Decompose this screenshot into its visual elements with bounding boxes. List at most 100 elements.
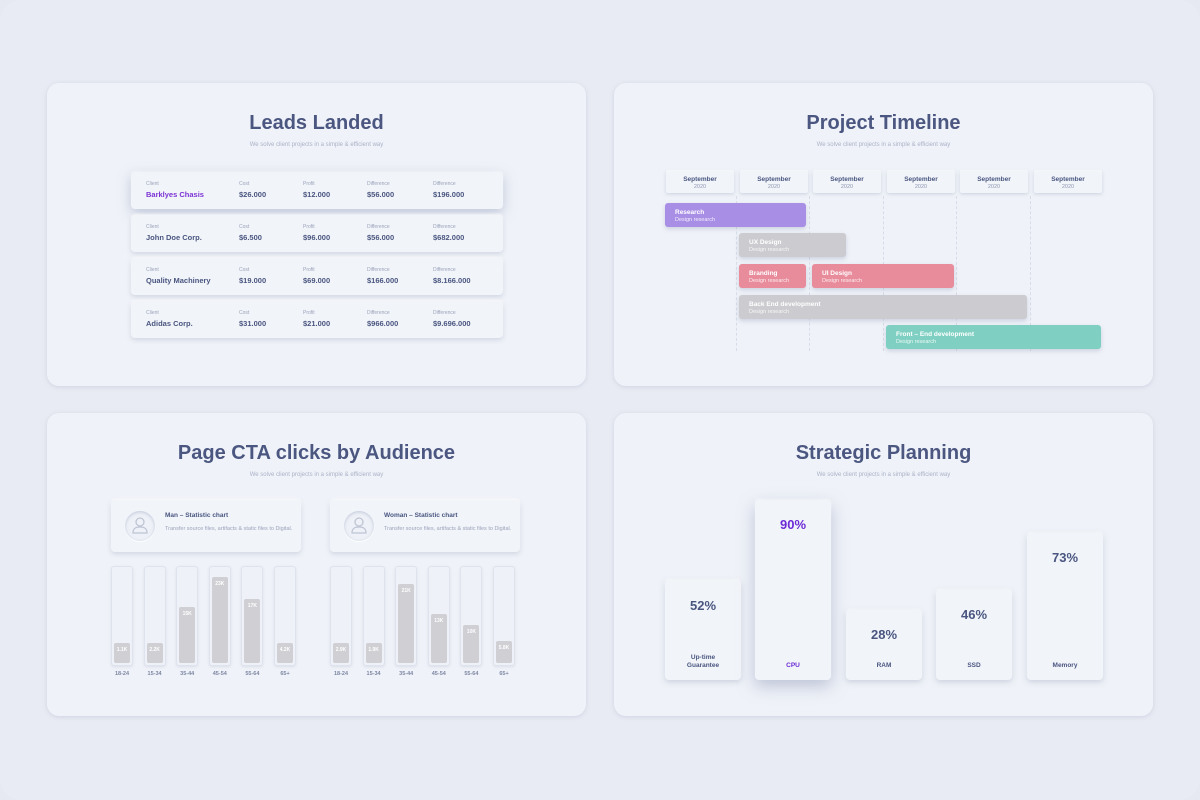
bar-value-label: 4.2K [279, 647, 291, 653]
cell-label: Difference [433, 310, 456, 316]
bar-fill[interactable]: 1.9K [365, 643, 382, 663]
avatar [125, 511, 155, 541]
bar-value-label: 13K [434, 618, 444, 624]
strategic-subtitle: We solve client projects in a simple & e… [816, 472, 951, 478]
bar-track: 2.9K [330, 566, 352, 666]
bar-fill[interactable]: 4.2K [277, 643, 293, 663]
task-title: Back End development [749, 301, 821, 308]
bar-fill[interactable]: 2.2K [146, 643, 163, 663]
bar-value-label: 15K [182, 611, 192, 617]
task-subtitle: Design research [675, 217, 716, 223]
metric-card-ssd[interactable]: 46% SSD [936, 590, 1012, 680]
month-label: September [757, 176, 791, 183]
timeline-column-header: September 2020 [740, 171, 808, 193]
age-tick-label: 55-64 [464, 671, 479, 677]
timeline-gridline [809, 196, 810, 351]
task-subtitle: Design research [749, 278, 790, 284]
cta-title: Page CTA clicks by Audience [177, 442, 456, 464]
user-icon [351, 517, 367, 534]
cell-label: Difference [367, 224, 390, 230]
task-bar-ui-design[interactable]: UI Design Design research [812, 264, 954, 288]
bar-track: 2.2K [143, 566, 166, 666]
woman-chart-card: Woman – Statistic chart Transfer source … [330, 500, 520, 552]
timeline-column-header: September 2020 [887, 171, 955, 193]
cost-value: $31.000 [239, 319, 267, 328]
timeline-gridline [1030, 196, 1031, 351]
cell-label: Cost [239, 181, 250, 187]
metric-value: 28% [870, 627, 898, 642]
age-tick-label: 65+ [280, 671, 290, 677]
metric-card-uptime[interactable]: 52% Up-time Guarantee [665, 580, 741, 680]
bar-track: 1.9K [362, 566, 385, 666]
task-bar-branding[interactable]: Branding Design research [739, 264, 806, 288]
cell-label: Client [146, 267, 159, 273]
cell-label: Profit [303, 181, 315, 187]
cell-label: Cost [239, 310, 250, 316]
leads-card: Leads Landed We solve client projects in… [47, 83, 586, 386]
task-bar-ux-design[interactable]: UX Design Design research [739, 233, 846, 257]
difference-value: $682.000 [433, 233, 465, 242]
cell-label: Difference [433, 181, 456, 187]
bar-value-label: 5.8K [498, 645, 510, 651]
bar-track: 21K [395, 566, 418, 666]
timeline-column-header: September 2020 [1034, 171, 1102, 193]
bar-fill[interactable]: 17K [244, 599, 261, 663]
age-tick-label: 35-44 [399, 671, 414, 677]
year-label: 2020 [987, 184, 1001, 190]
bar-fill[interactable]: 15K [179, 607, 196, 663]
year-label: 2020 [693, 184, 707, 190]
task-title: Research [675, 209, 705, 216]
bar-track: 5.8K [493, 566, 515, 666]
profit-value: $21.000 [303, 319, 331, 328]
bar-value-label: 1.9K [368, 647, 379, 653]
bar-fill[interactable]: 1.1K [114, 643, 130, 663]
metric-label: CPU [786, 662, 800, 669]
metric-card-memory[interactable]: 73% Memory [1027, 533, 1103, 680]
age-tick-label: 15-34 [366, 671, 381, 677]
bar-value-label: 21K [401, 588, 411, 594]
bar-fill[interactable]: 10K [463, 625, 480, 663]
cell-label: Difference [433, 224, 456, 230]
age-tick-label: 55-64 [245, 671, 260, 677]
strategic-title: Strategic Planning [795, 442, 972, 464]
lead-row[interactable]: Client John Doe Corp. Cost $6.500 Profit $9… [131, 215, 503, 252]
metric-value: 73% [1051, 550, 1079, 565]
bar-fill[interactable]: 5.8K [496, 641, 512, 663]
bar-value-label: 23K [215, 581, 225, 587]
leads-title: Leads Landed [249, 112, 384, 134]
task-title: UI Design [822, 270, 852, 277]
metric-card-cpu[interactable]: 90% CPU [755, 500, 831, 680]
client-name: John Doe Corp. [146, 233, 202, 242]
metric-label: RAM [876, 662, 892, 669]
task-subtitle: Design research [749, 247, 790, 253]
metric-value: 46% [960, 607, 988, 622]
bar-fill[interactable]: 13K [430, 614, 447, 663]
bar-value-label: 2.9K [335, 647, 347, 653]
bar-fill[interactable]: 2.9K [333, 643, 349, 663]
task-bar-front-end[interactable]: Front – End development Design research [886, 325, 1101, 349]
metric-card-ram[interactable]: 28% RAM [846, 610, 922, 680]
task-bar-research[interactable]: Research Design research [665, 203, 806, 227]
lead-row[interactable]: Client Quality Machinery Cost $19.000 Prof… [131, 258, 503, 295]
lead-row[interactable]: Client Adidas Corp. Cost $31.000 Profit $21… [131, 301, 503, 338]
year-label: 2020 [914, 184, 928, 190]
cell-label: Cost [239, 224, 250, 230]
month-label: September [977, 176, 1011, 183]
age-tick-label: 65+ [499, 671, 509, 677]
year-label: 2020 [1061, 184, 1075, 190]
bar-value-label: 2.2K [149, 647, 160, 653]
difference-value: $196.000 [433, 190, 465, 199]
task-bar-back-end[interactable]: Back End development Design research [739, 295, 1027, 319]
bar-fill[interactable]: 21K [398, 584, 415, 663]
avatar [344, 511, 374, 541]
task-title: Branding [749, 270, 778, 277]
timeline-gridline [956, 196, 957, 351]
timeline-column-header: September 2020 [666, 171, 734, 193]
client-name: Adidas Corp. [146, 319, 193, 328]
bar-track: 23K [208, 566, 231, 666]
lead-row[interactable]: Client Barklyes Chasis Cost $26.000 Profit… [131, 172, 503, 209]
cell-label: Client [146, 310, 159, 316]
cell-label: Difference [367, 181, 390, 187]
bar-fill[interactable]: 23K [211, 577, 228, 663]
chart-name: Woman – Statistic chart [384, 512, 458, 519]
